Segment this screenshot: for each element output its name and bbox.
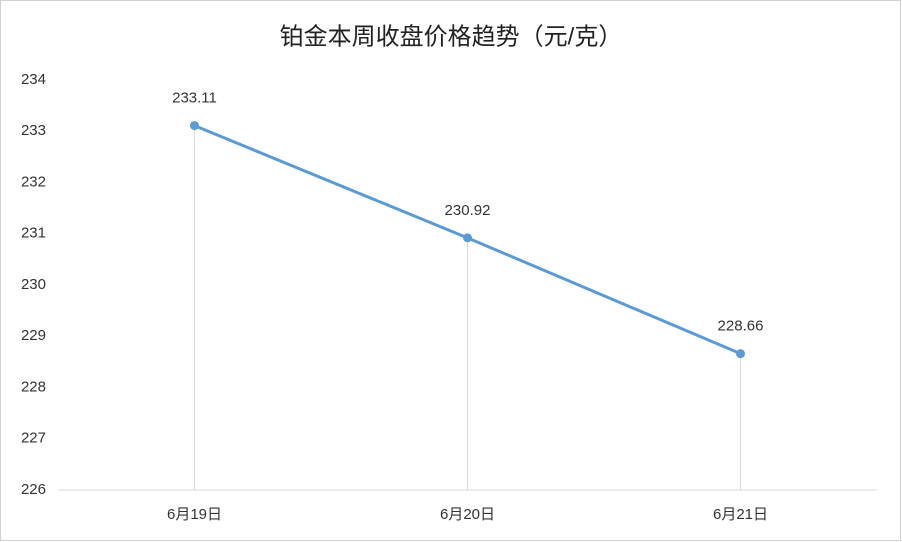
- y-tick-label: 231: [21, 225, 46, 242]
- x-tick-label: 6月21日: [713, 506, 768, 523]
- x-tick-label: 6月20日: [440, 506, 495, 523]
- y-tick-label: 234: [21, 71, 46, 88]
- y-tick-label: 230: [21, 276, 46, 293]
- marker: [463, 233, 472, 243]
- y-tick-label: 227: [21, 430, 46, 447]
- y-tick-label: 232: [21, 173, 46, 190]
- y-tick-label: 233: [21, 122, 46, 139]
- chart-title: 铂金本周收盘价格趋势（元/克）: [280, 23, 623, 50]
- marker: [736, 349, 745, 359]
- data-label: 228.66: [718, 318, 764, 335]
- data-label: 230.92: [445, 202, 491, 219]
- marker: [190, 121, 199, 131]
- x-tick-label: 6月19日: [167, 506, 222, 523]
- data-label: 233.11: [172, 90, 217, 107]
- y-tick-label: 228: [21, 378, 46, 395]
- y-tick-label: 226: [21, 481, 46, 498]
- y-tick-label: 229: [21, 327, 46, 344]
